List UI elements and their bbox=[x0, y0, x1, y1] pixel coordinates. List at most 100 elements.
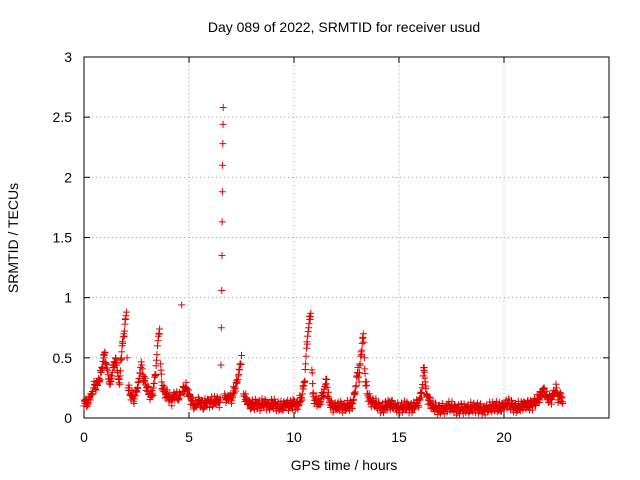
data-point bbox=[150, 379, 158, 387]
y-tick-label: 3 bbox=[64, 49, 72, 65]
data-point bbox=[360, 354, 368, 362]
y-axis-label: SRMTID / TECUs bbox=[5, 183, 21, 293]
data-point bbox=[552, 388, 560, 396]
data-point bbox=[121, 327, 129, 335]
data-point bbox=[178, 301, 186, 309]
data-point bbox=[219, 140, 227, 148]
data-point bbox=[149, 391, 157, 399]
data-point bbox=[152, 371, 160, 379]
data-point bbox=[543, 387, 551, 395]
data-point bbox=[232, 387, 240, 395]
x-tick-labels: 0 5 10 15 20 bbox=[80, 429, 512, 445]
data-point bbox=[360, 338, 368, 346]
data-point bbox=[144, 383, 152, 391]
data-point bbox=[557, 390, 565, 398]
y-tick-label: 2.5 bbox=[53, 109, 73, 125]
data-point bbox=[323, 375, 331, 383]
data-point bbox=[156, 325, 164, 333]
data-point bbox=[359, 330, 367, 338]
data-point bbox=[476, 400, 484, 408]
data-point bbox=[303, 340, 311, 348]
data-point bbox=[356, 360, 364, 368]
data-point bbox=[113, 359, 121, 367]
y-tick-label: 1 bbox=[64, 290, 72, 306]
data-point bbox=[97, 368, 105, 376]
y-tick-label: 2 bbox=[64, 169, 72, 185]
data-point bbox=[118, 348, 126, 356]
data-point bbox=[101, 349, 109, 357]
data-point bbox=[122, 308, 130, 316]
data-point bbox=[426, 393, 434, 401]
x-tick-label: 20 bbox=[496, 429, 512, 445]
data-point bbox=[152, 356, 160, 364]
data-point bbox=[324, 388, 332, 396]
data-point bbox=[116, 367, 124, 375]
data-point bbox=[92, 386, 100, 394]
data-point bbox=[158, 378, 166, 386]
data-point bbox=[117, 355, 125, 363]
data-point bbox=[153, 351, 161, 359]
data-point bbox=[219, 120, 227, 128]
data-point bbox=[131, 392, 139, 400]
data-point bbox=[298, 396, 306, 404]
data-point bbox=[217, 324, 225, 332]
data-point bbox=[352, 382, 360, 390]
data-point bbox=[303, 344, 311, 352]
data-point bbox=[350, 395, 358, 403]
data-point bbox=[236, 360, 244, 368]
data-points bbox=[80, 104, 567, 419]
data-point bbox=[363, 381, 371, 389]
data-point bbox=[421, 368, 429, 376]
data-point bbox=[218, 188, 226, 196]
data-point bbox=[138, 361, 146, 369]
data-point bbox=[86, 396, 94, 404]
plot-frame bbox=[83, 56, 610, 419]
data-point bbox=[154, 342, 161, 350]
y-tick-label: 0.5 bbox=[53, 350, 73, 366]
data-point bbox=[418, 384, 426, 392]
data-point bbox=[305, 320, 313, 328]
data-point bbox=[529, 406, 537, 414]
data-point bbox=[235, 366, 243, 374]
data-point bbox=[108, 374, 116, 382]
y-tick-label: 0 bbox=[64, 410, 72, 426]
data-point bbox=[415, 403, 423, 411]
data-point bbox=[388, 397, 396, 405]
data-point bbox=[355, 373, 363, 381]
data-point bbox=[357, 352, 365, 360]
data-point bbox=[219, 161, 227, 169]
data-point bbox=[92, 385, 100, 393]
data-point bbox=[358, 346, 366, 354]
data-point bbox=[157, 360, 165, 368]
data-point bbox=[141, 374, 149, 382]
data-point bbox=[96, 375, 104, 383]
data-point bbox=[123, 354, 131, 362]
chart-title: Day 089 of 2022, SRMTID for receiver usu… bbox=[208, 19, 480, 35]
data-point bbox=[309, 380, 317, 388]
data-point bbox=[154, 337, 162, 345]
data-point bbox=[138, 365, 146, 373]
data-point bbox=[298, 390, 306, 398]
data-point bbox=[104, 366, 112, 374]
data-point bbox=[320, 393, 328, 401]
data-point bbox=[116, 380, 124, 388]
data-point bbox=[94, 382, 102, 390]
data-point bbox=[365, 390, 373, 398]
x-axis-label: GPS time / hours bbox=[291, 457, 398, 473]
x-tick-label: 15 bbox=[391, 429, 407, 445]
data-point bbox=[361, 370, 369, 378]
data-point bbox=[137, 358, 145, 366]
data-point bbox=[237, 361, 245, 369]
x-tick-label: 10 bbox=[286, 429, 302, 445]
data-point bbox=[175, 395, 183, 403]
data-point bbox=[422, 382, 430, 390]
data-point bbox=[308, 369, 316, 377]
y-tick-label: 1.5 bbox=[53, 230, 73, 246]
x-tick-label: 0 bbox=[80, 429, 88, 445]
data-point bbox=[497, 407, 505, 415]
data-point bbox=[323, 384, 331, 392]
data-point bbox=[355, 369, 363, 377]
data-point bbox=[301, 377, 309, 385]
data-point bbox=[89, 390, 97, 398]
